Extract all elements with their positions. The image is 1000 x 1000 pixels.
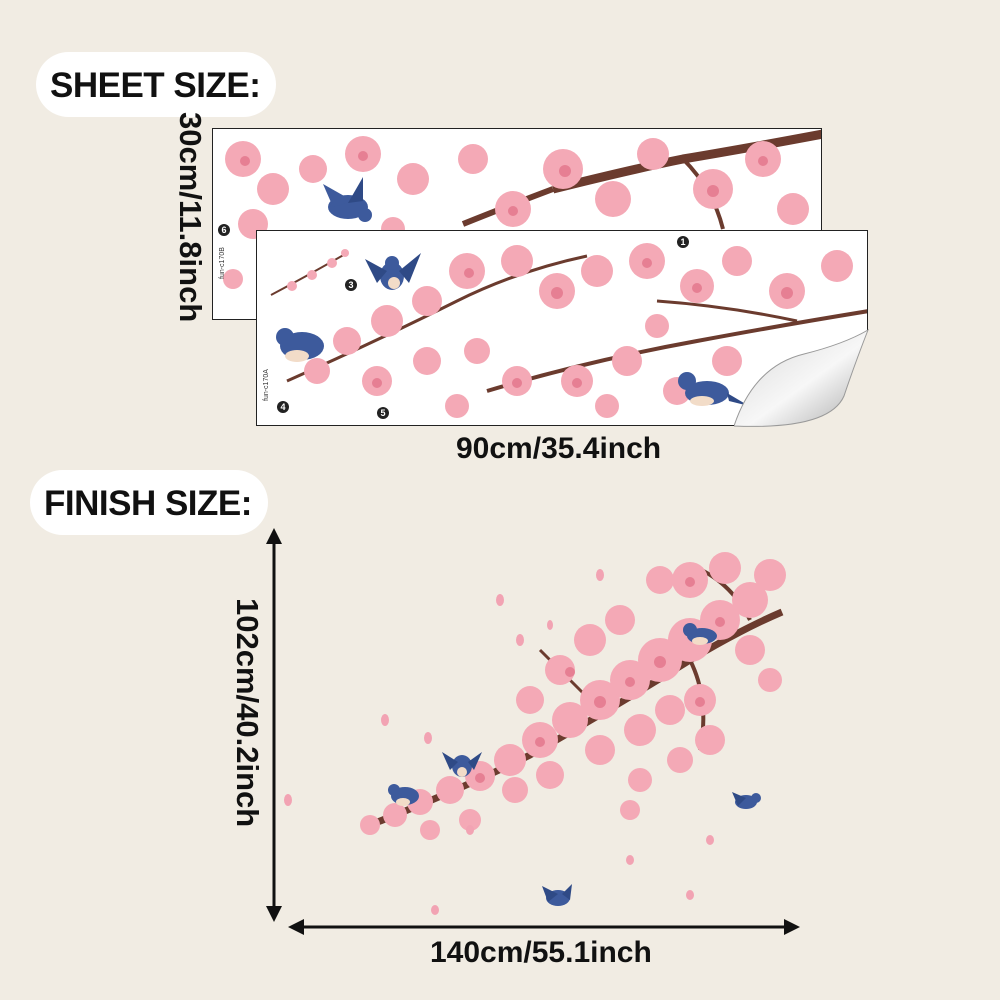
vertical-arrow-icon (266, 528, 282, 922)
bird-icon (388, 784, 419, 806)
peeled-corner-icon (734, 326, 874, 430)
bird-icon (542, 884, 572, 906)
finish-height-label: 102cm/40.2inch (230, 598, 265, 828)
finished-branch-artwork (284, 552, 786, 915)
bird-icon (442, 752, 482, 777)
finish-size-label: FINISH SIZE: (30, 470, 268, 535)
sheet-marker: 5 (377, 407, 389, 419)
sheet-marker: 4 (277, 401, 289, 413)
sheet-marker: 6 (218, 224, 230, 236)
sheet-size-label: SHEET SIZE: (36, 52, 277, 117)
bird-icon (365, 253, 421, 290)
sheet-width-label: 90cm/35.4inch (456, 432, 662, 465)
sheet-marker: 1 (677, 236, 689, 248)
bird-icon (683, 623, 717, 645)
bird-icon (323, 177, 372, 222)
bird-icon (276, 328, 324, 362)
bird-icon (732, 792, 761, 809)
horizontal-arrow-icon (288, 919, 800, 935)
finish-width-label: 140cm/55.1inch (430, 936, 652, 969)
sheet-marker: 3 (345, 279, 357, 291)
sheet-front-artwork (270, 243, 867, 418)
